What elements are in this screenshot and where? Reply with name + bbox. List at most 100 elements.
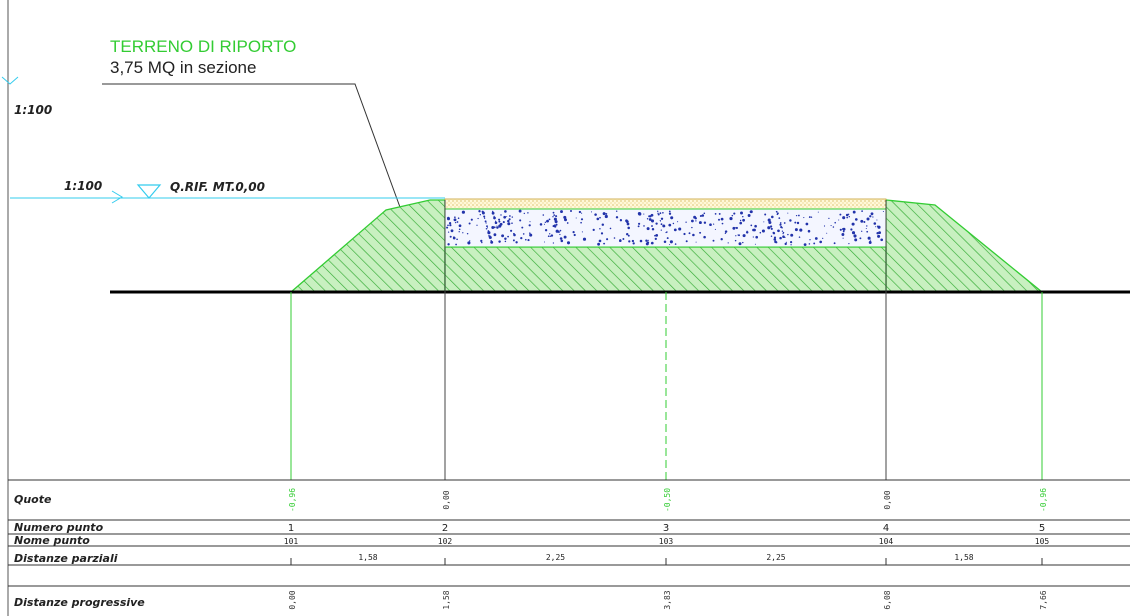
aggregate-dot — [789, 219, 792, 222]
aggregate-dot — [448, 222, 452, 225]
aggregate-dot — [731, 214, 734, 217]
aggregate-dot — [870, 212, 874, 216]
aggregate-dot — [677, 221, 679, 223]
aggregate-dot — [455, 243, 457, 246]
aggregate-dot — [882, 210, 884, 213]
aggregate-dot — [693, 215, 697, 219]
aggregate-dot — [493, 216, 496, 220]
numero-punto-4: 4 — [883, 523, 889, 534]
aggregate-dot — [458, 231, 460, 233]
parziale-value-4: 1,58 — [954, 553, 973, 562]
aggregate-dot — [461, 210, 465, 214]
aggregate-dot — [691, 226, 693, 229]
aggregate-dot — [550, 234, 554, 237]
upper-scale-label: 1:100 — [14, 103, 52, 117]
aggregate-dot — [752, 236, 754, 238]
aggregate-dot — [507, 235, 509, 238]
aggregate-dot — [688, 232, 691, 235]
aggregate-dot — [724, 230, 728, 233]
aggregate-dot — [488, 235, 492, 240]
aggregate-dot — [807, 229, 811, 233]
aggregate-dot — [779, 223, 782, 226]
aggregate-dot — [747, 214, 751, 217]
aggregate-dot — [879, 232, 881, 235]
aggregate-dot — [529, 233, 533, 237]
aggregate-dot — [799, 228, 803, 232]
sand-layer — [444, 198, 887, 210]
aggregate-dot — [462, 232, 464, 234]
aggregate-dot — [834, 221, 836, 224]
leader-line — [102, 83, 413, 241]
aggregate-dot — [817, 211, 819, 213]
aggregate-dot — [872, 216, 874, 218]
aggregate-dot — [654, 234, 656, 237]
aggregate-dot — [670, 216, 674, 220]
aggregate-dot — [668, 212, 672, 215]
aggregate-dot — [500, 214, 502, 216]
aggregate-dot — [648, 218, 652, 221]
aggregate-dot — [452, 236, 456, 240]
point-columns: -0,96 1 101 0,00 0,00 2 102 1,58 -0,50 3 103 3,83 0,… — [284, 488, 1050, 610]
aggregate-dot — [458, 228, 461, 231]
aggregate-dot — [512, 239, 515, 242]
aggregate-dot — [701, 214, 705, 217]
aggregate-dot — [549, 233, 551, 235]
aggregate-dot — [846, 216, 849, 219]
numero-punto-3: 3 — [663, 523, 669, 534]
aggregate-dot — [486, 225, 488, 228]
aggregate-dot — [590, 211, 593, 213]
quota-value-4: 0,00 — [883, 490, 892, 509]
aggregate-dot — [559, 237, 563, 240]
aggregate-dot — [685, 240, 688, 243]
aggregate-dot — [659, 220, 662, 222]
aggregate-dot — [524, 238, 527, 241]
aggregate-dot — [470, 218, 473, 221]
aggregate-dot — [770, 227, 773, 230]
annotation-title: TERRENO DI RIPORTO — [110, 37, 296, 56]
aggregate-dot — [678, 227, 682, 231]
aggregate-dot — [523, 212, 525, 215]
aggregate-dot — [507, 219, 510, 223]
aggregate-dot — [555, 215, 558, 218]
nome-punto-2: 102 — [438, 537, 453, 546]
aggregate-dot — [581, 212, 583, 214]
aggregate-dot — [581, 231, 583, 233]
aggregate-dot — [699, 214, 702, 218]
aggregate-dot — [542, 214, 545, 216]
aggregate-dot — [573, 233, 576, 237]
aggregate-dot — [803, 217, 805, 219]
progressiva-value-2: 1,58 — [442, 590, 451, 609]
aggregate-dot — [845, 213, 849, 217]
aggregate-dot — [867, 236, 871, 240]
aggregate-dot — [637, 212, 641, 216]
aggregate-dot — [529, 232, 531, 234]
aggregate-dot — [552, 216, 554, 218]
aggregate-dot — [575, 217, 577, 219]
aggregate-dot — [578, 210, 582, 214]
aggregate-dot — [627, 234, 630, 237]
aggregate-dot — [447, 243, 450, 246]
aggregate-dot — [606, 238, 609, 241]
aggregate-dot — [660, 217, 664, 220]
aggregate-dot — [712, 239, 715, 242]
base-fill — [444, 246, 887, 293]
aggregate-dot — [507, 222, 511, 226]
aggregate-dot — [476, 224, 478, 226]
aggregate-dot — [754, 224, 757, 228]
aggregate-dot — [598, 239, 602, 243]
aggregate-dot — [469, 240, 471, 242]
aggregate-dot — [564, 218, 567, 222]
aggregate-dot — [553, 217, 557, 221]
aggregate-dot — [838, 219, 840, 221]
aggregate-dot — [657, 213, 660, 216]
progressiva-value-3: 3,83 — [663, 590, 672, 609]
aggregate-dot — [668, 223, 672, 227]
aggregate-dot — [446, 217, 451, 221]
aggregate-dot — [850, 228, 853, 231]
right-embankment — [885, 199, 1044, 293]
aggregate-dot — [560, 239, 564, 243]
aggregate-dot — [781, 230, 784, 232]
aggregate-dot — [805, 222, 809, 226]
aggregate-dot — [729, 217, 733, 221]
aggregate-dot — [479, 214, 481, 216]
